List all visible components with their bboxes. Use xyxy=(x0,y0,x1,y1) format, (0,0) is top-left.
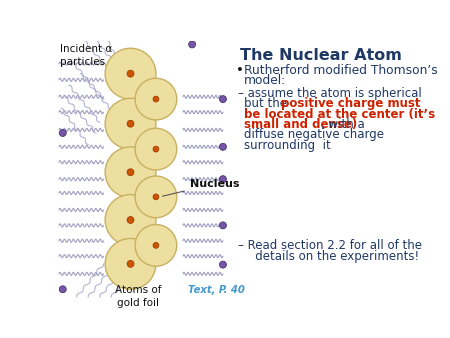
Text: details on the experiments!: details on the experiments! xyxy=(244,250,419,263)
Circle shape xyxy=(135,128,177,170)
Text: Text, P. 40: Text, P. 40 xyxy=(188,285,245,295)
Circle shape xyxy=(105,48,156,99)
Circle shape xyxy=(140,181,163,204)
Circle shape xyxy=(140,133,163,156)
Circle shape xyxy=(127,120,134,127)
Circle shape xyxy=(189,41,196,48)
Text: – assume the atom is spherical: – assume the atom is spherical xyxy=(238,87,422,100)
Circle shape xyxy=(59,129,66,137)
Text: •: • xyxy=(236,64,244,77)
Circle shape xyxy=(220,96,226,102)
Text: , with a: , with a xyxy=(321,118,364,131)
Text: Incident α
particles: Incident α particles xyxy=(60,44,112,67)
Text: but the: but the xyxy=(244,97,291,110)
Circle shape xyxy=(153,96,159,102)
Circle shape xyxy=(59,286,66,293)
Circle shape xyxy=(135,176,177,218)
Circle shape xyxy=(140,83,163,106)
Circle shape xyxy=(105,195,156,245)
Circle shape xyxy=(105,98,156,149)
Circle shape xyxy=(105,238,156,289)
Text: Rutherford modified Thomson’s: Rutherford modified Thomson’s xyxy=(244,64,437,77)
Text: positive charge must: positive charge must xyxy=(281,97,420,110)
Text: surrounding  it: surrounding it xyxy=(244,139,331,152)
Circle shape xyxy=(220,222,226,229)
Text: The Nuclear Atom: The Nuclear Atom xyxy=(240,48,402,63)
Text: Atoms of
gold foil: Atoms of gold foil xyxy=(115,285,162,308)
Circle shape xyxy=(127,260,134,267)
Text: small and dense): small and dense) xyxy=(244,118,358,131)
Circle shape xyxy=(111,104,139,132)
Text: – Read section 2.2 for all of the: – Read section 2.2 for all of the xyxy=(238,239,423,252)
Circle shape xyxy=(220,261,226,268)
Circle shape xyxy=(153,146,159,152)
Circle shape xyxy=(220,176,226,183)
Circle shape xyxy=(135,78,177,120)
Circle shape xyxy=(111,200,139,228)
Circle shape xyxy=(135,224,177,266)
Circle shape xyxy=(127,169,134,176)
Text: be located at the center (it’s: be located at the center (it’s xyxy=(244,107,436,121)
Circle shape xyxy=(153,242,159,248)
Circle shape xyxy=(153,194,159,200)
Text: diffuse negative charge: diffuse negative charge xyxy=(244,128,384,141)
Circle shape xyxy=(111,153,139,180)
Circle shape xyxy=(127,70,134,77)
Circle shape xyxy=(220,143,226,150)
Text: model:: model: xyxy=(244,74,286,88)
Circle shape xyxy=(127,217,134,223)
Circle shape xyxy=(111,244,139,272)
Circle shape xyxy=(140,230,163,252)
Text: Nucleus: Nucleus xyxy=(162,179,239,196)
Circle shape xyxy=(111,54,139,82)
Circle shape xyxy=(105,147,156,198)
